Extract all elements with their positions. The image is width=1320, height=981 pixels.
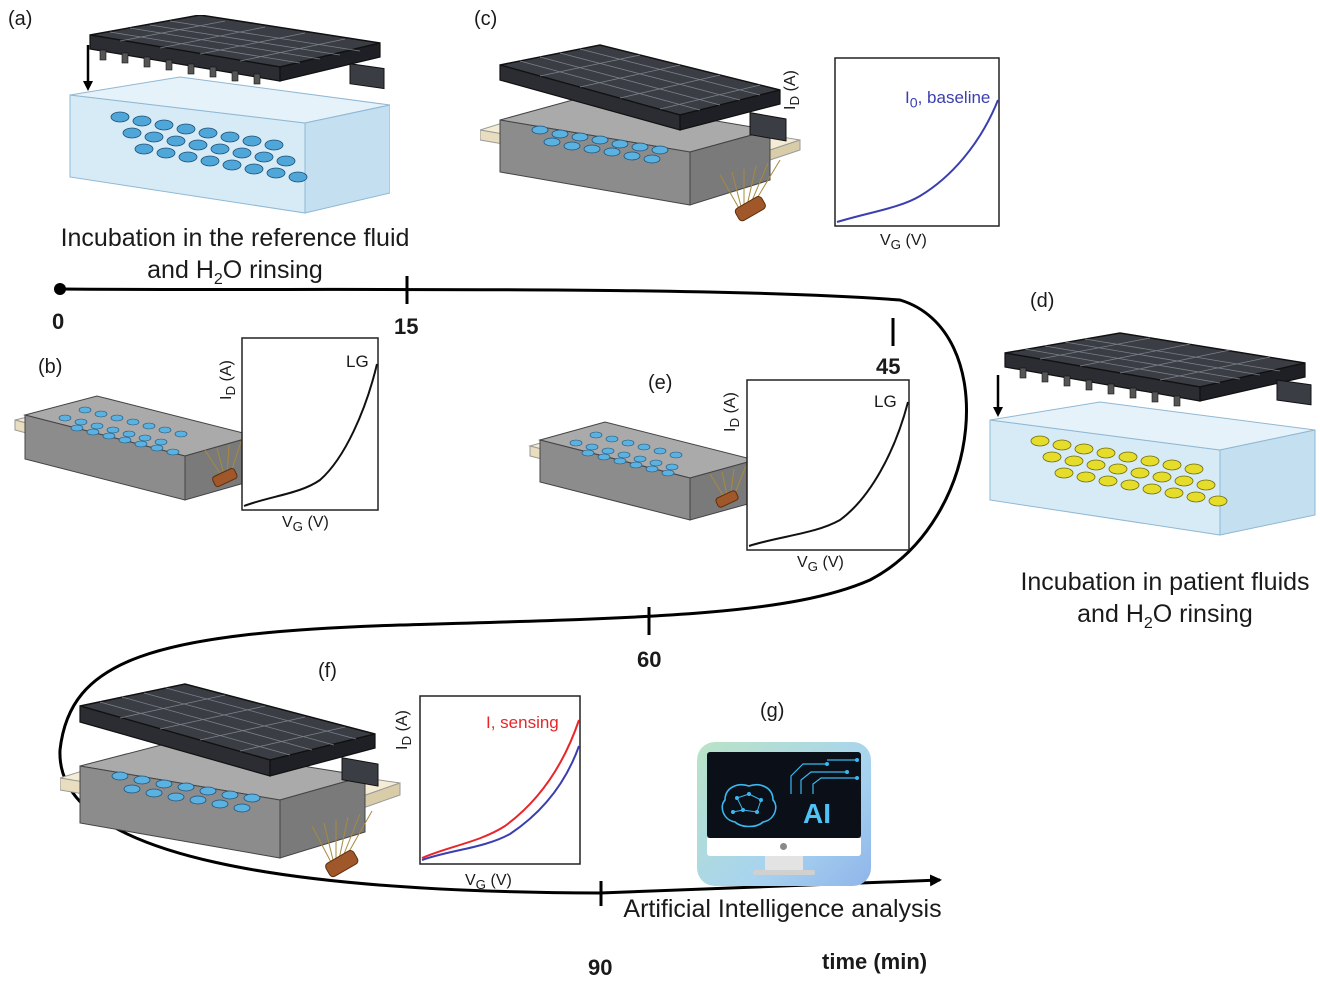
panel-c-plot-frame (834, 57, 1000, 227)
panel-c-plate-device (480, 44, 801, 222)
panel-e-lg-curve (748, 401, 909, 547)
panel-f-plate-device (60, 683, 401, 878)
panel-c-curve-label: I0, baseline (905, 88, 991, 112)
panel-f-plot-frame (419, 695, 581, 865)
panel-b-lg-curve (243, 363, 378, 507)
time-axis-label: time (min) (822, 949, 928, 974)
panel-a-plate-lid-assembly (69, 15, 390, 214)
brain-icon (721, 784, 777, 828)
panel-g-label: (g) (760, 700, 785, 722)
ai-monitor-icon: AI (697, 742, 871, 886)
panel-b-x-axis-label: VG (V) (282, 514, 329, 535)
tick-60-label: 60 (637, 647, 662, 672)
panel-e-plot (746, 379, 910, 551)
panel-g-caption: Artificial Intelligence analysis (623, 895, 942, 923)
panel-f-label: (f) (318, 660, 337, 682)
panel-a-label: (a) (8, 8, 33, 30)
panel-f-y-axis-label: ID (A) (394, 710, 415, 750)
tick-0-label: 0 (52, 309, 65, 334)
ai-monitor-stand (765, 856, 803, 872)
tick-45-label: 45 (876, 354, 901, 379)
panel-d-caption-line2: and H2O rinsing (1077, 600, 1253, 632)
panel-a-caption: Incubation in the reference fluid and H2… (0, 222, 470, 296)
tick-90-label: 90 (588, 955, 613, 980)
circuit-icon (790, 758, 859, 794)
panel-f-sensing-curve (421, 719, 580, 859)
panel-a-caption-line2: and H2O rinsing (147, 256, 323, 288)
panel-b-curve-label: LG (346, 352, 369, 371)
panel-d-caption: Incubation in patient fluids and H2O rin… (1005, 566, 1320, 640)
tick-15-label: 15 (394, 314, 419, 339)
ai-monitor-screen: AI (707, 752, 861, 838)
ai-monitor-power-dot (780, 843, 787, 850)
panel-f-baseline-curve (421, 745, 580, 861)
panel-b-plot (241, 337, 379, 511)
panel-e-y-axis-label: ID (A) (722, 392, 743, 432)
ai-screen-text: AI (803, 798, 831, 829)
panel-f-x-axis-label: VG (V) (465, 872, 512, 893)
panel-b-plot-frame (241, 337, 379, 511)
panel-c-x-axis-label: VG (V) (880, 232, 927, 253)
timeline-start-dot (54, 283, 66, 295)
panel-e-plate-device (528, 421, 772, 521)
panel-b-label: (b) (38, 356, 63, 378)
panel-c-y-axis-label: ID (A) (782, 70, 803, 110)
panel-e-x-axis-label: VG (V) (797, 554, 844, 575)
panel-e-plot-frame (746, 379, 910, 551)
panel-d-caption-line1: Incubation in patient fluids (1020, 568, 1310, 596)
panel-e-label: (e) (648, 372, 673, 394)
panel-f-plot (419, 695, 581, 865)
panel-b-y-axis-label: ID (A) (218, 360, 239, 400)
panel-b-plate-device (14, 395, 279, 501)
ai-monitor-base (753, 870, 815, 875)
panel-c-plot (834, 57, 1000, 227)
panel-a-caption-line1: Incubation in the reference fluid (60, 224, 410, 252)
panel-d-label: (d) (1030, 290, 1055, 312)
panel-c-label: (c) (474, 8, 498, 30)
panel-f-curve-label: I, sensing (486, 713, 559, 732)
panel-c-baseline-curve (836, 99, 999, 223)
panel-e-curve-label: LG (874, 392, 897, 411)
panel-d-plate-lid-assembly (989, 332, 1316, 536)
